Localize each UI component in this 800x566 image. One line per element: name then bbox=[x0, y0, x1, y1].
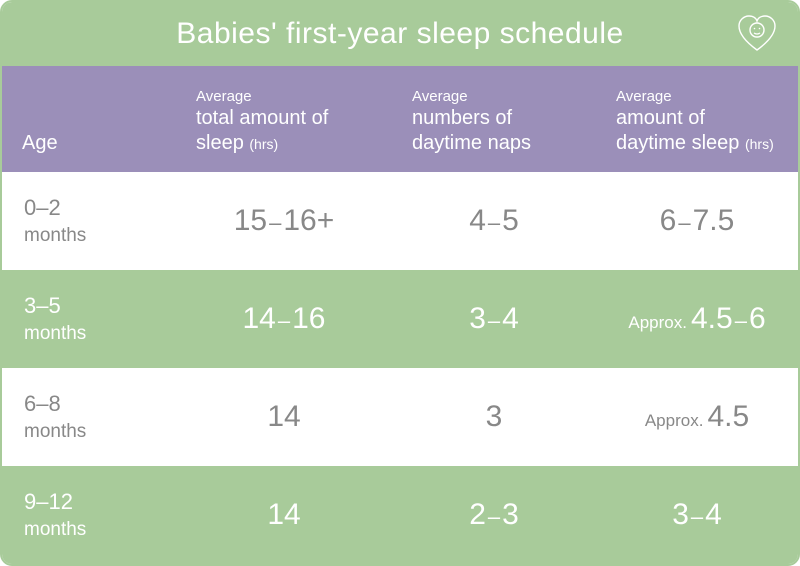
table-row: 0–2months15–16+4–56–7.5 bbox=[2, 172, 798, 270]
naps-value: 2–3 bbox=[392, 498, 596, 532]
daytime-sleep-value: Approx.4.5–6 bbox=[596, 302, 798, 336]
total-sleep-value: 14 bbox=[176, 498, 392, 532]
daytime-sleep-value: 6–7.5 bbox=[596, 204, 798, 238]
header-age: Age bbox=[2, 66, 176, 172]
naps-value: 3 bbox=[392, 400, 596, 434]
table-row: 3–5months14–163–4Approx.4.5–6 bbox=[2, 270, 798, 368]
header-total-sleep: Average total amount of sleep (hrs) bbox=[176, 66, 392, 172]
age-cell: 9–12months bbox=[2, 487, 176, 542]
total-sleep-value: 15–16+ bbox=[176, 204, 392, 238]
table-body: 0–2months15–16+4–56–7.53–5months14–163–4… bbox=[2, 172, 798, 564]
header-age-label: Age bbox=[22, 131, 156, 156]
daytime-sleep-value: 3–4 bbox=[596, 498, 798, 532]
daytime-sleep-value: Approx.4.5 bbox=[596, 400, 798, 434]
naps-value: 4–5 bbox=[392, 204, 596, 238]
age-cell: 3–5months bbox=[2, 291, 176, 346]
age-cell: 6–8months bbox=[2, 389, 176, 444]
table-header-row: Age Average total amount of sleep (hrs) … bbox=[2, 66, 798, 172]
total-sleep-value: 14–16 bbox=[176, 302, 392, 336]
header-naps: Average numbers of daytime naps bbox=[392, 66, 596, 172]
heart-baby-icon bbox=[736, 14, 778, 59]
page-title: Babies' first-year sleep schedule bbox=[176, 17, 623, 51]
total-sleep-value: 14 bbox=[176, 400, 392, 434]
title-bar: Babies' first-year sleep schedule bbox=[2, 2, 798, 66]
infographic-table: Babies' first-year sleep schedule Age Av… bbox=[0, 0, 800, 566]
naps-value: 3–4 bbox=[392, 302, 596, 336]
table-row: 9–12months142–33–4 bbox=[2, 466, 798, 564]
header-daytime-sleep: Average amount of daytime sleep (hrs) bbox=[596, 66, 798, 172]
table-row: 6–8months143Approx.4.5 bbox=[2, 368, 798, 466]
age-cell: 0–2months bbox=[2, 193, 176, 248]
